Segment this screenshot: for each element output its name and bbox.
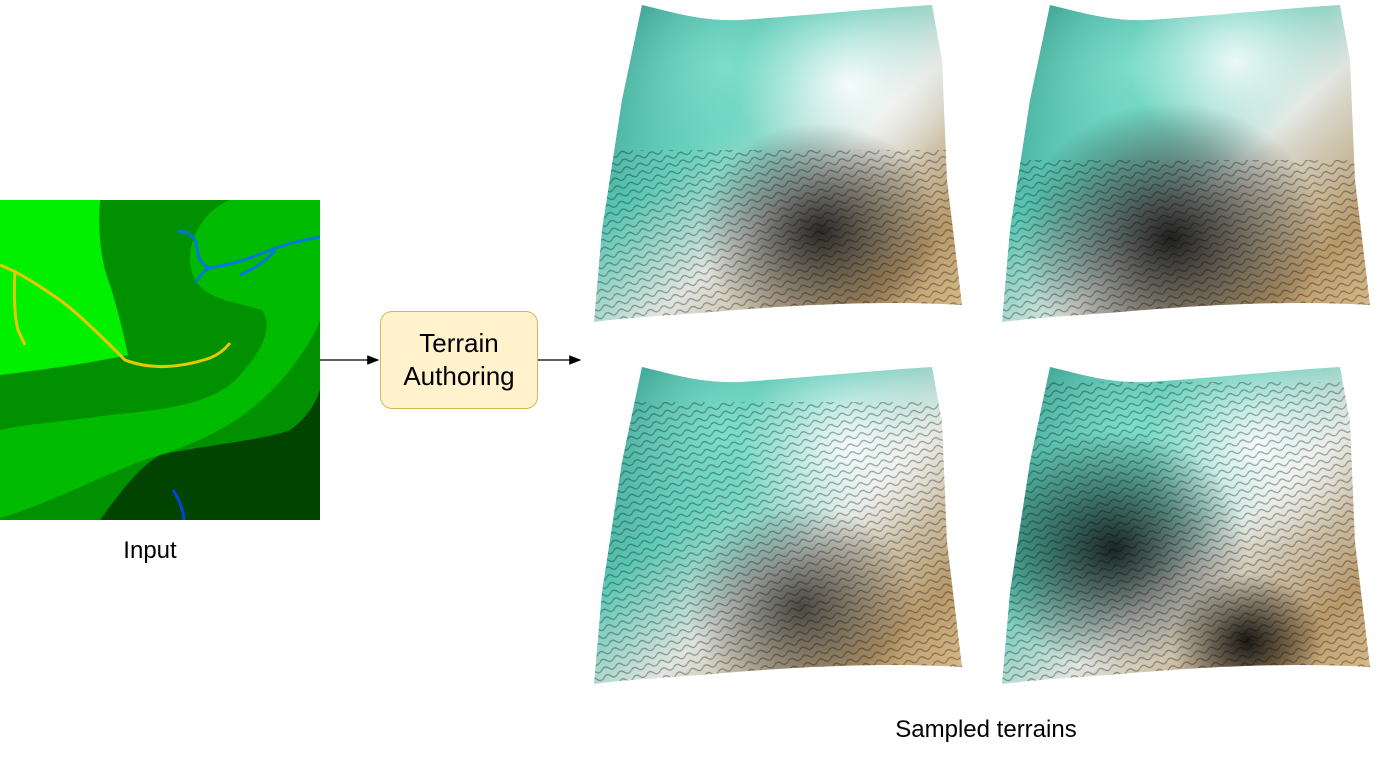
river-branch bbox=[194, 249, 277, 283]
sampled-terrain-3 bbox=[594, 367, 962, 684]
terrain-authoring-box: Terrain Authoring bbox=[380, 311, 538, 409]
sampled-terrain-1 bbox=[594, 5, 962, 322]
region-mid bbox=[0, 200, 320, 518]
river-south bbox=[171, 489, 186, 520]
sampled-terrain-4 bbox=[1002, 367, 1370, 684]
sampled-terrains-caption: Sampled terrains bbox=[895, 716, 1077, 743]
region-darkest bbox=[100, 390, 320, 520]
ridge-line bbox=[0, 263, 232, 368]
river-north bbox=[177, 230, 320, 270]
ridge-branch bbox=[12, 269, 27, 346]
input-caption: Input bbox=[123, 537, 177, 564]
process-label-line2: Authoring bbox=[403, 361, 515, 391]
sampled-terrain-2 bbox=[1002, 5, 1370, 322]
process-label-line1: Terrain bbox=[419, 328, 499, 358]
input-sketch-map bbox=[0, 200, 320, 520]
